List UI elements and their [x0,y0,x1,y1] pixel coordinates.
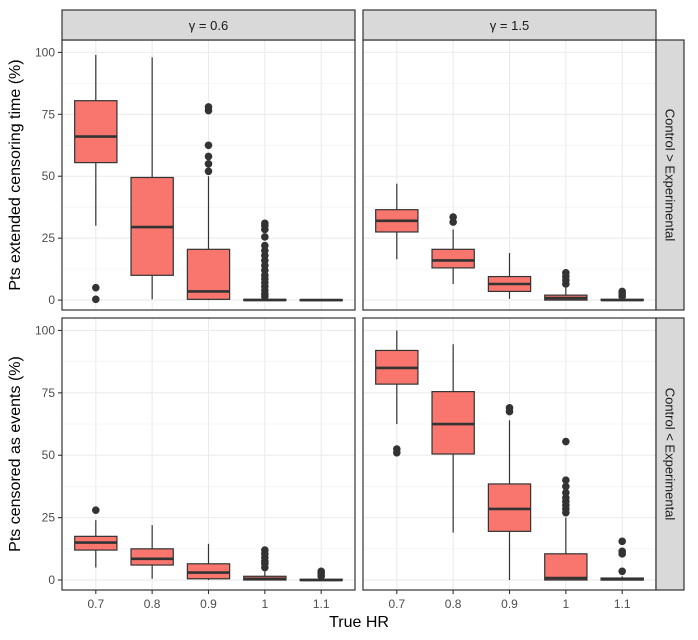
x-tick-label: 0.7 [87,597,104,611]
box-1 [544,437,588,581]
x-tick-label: 1 [563,597,570,611]
strip-label: Control > Experimental [663,109,678,242]
outlier-point [204,141,213,150]
box-1.1 [299,567,343,582]
outlier-point [393,445,401,453]
y-tick-label: 25 [42,511,56,525]
y-tick-label: 25 [42,231,56,245]
y-tick-label: 75 [42,386,56,400]
outlier-point [562,476,570,485]
strip-label: γ = 1.5 [490,18,529,33]
outlier-point [562,482,570,491]
boxes-panel-2 [74,506,343,582]
y-axis-title: Pts censored as events (%) [7,356,24,552]
x-tick-label: 0.9 [200,597,217,611]
strip-background [362,9,657,41]
box-0.8 [130,57,174,300]
x-axis-col-1: 0.7 0.8 0.9 1 1.1 [388,590,631,611]
x-tick-label: 1.1 [614,597,631,611]
box-0.9 [487,253,532,299]
outlier-point [261,219,269,228]
outlier-point [261,241,269,250]
outlier-point [562,437,570,446]
strip-background [655,317,685,591]
box-1 [243,219,287,302]
outlier-point [204,152,213,161]
boxes-panel-3 [375,330,644,581]
outlier-point [204,160,213,168]
outlier-point [618,547,626,556]
y-axis-title: Pts extended censoring time (%) [7,59,24,290]
outlier-point [92,506,100,514]
outlier-point [92,295,100,304]
outlier-point [317,567,325,576]
box-0.8 [130,525,174,579]
box-iqr [74,100,118,164]
box-0.8 [431,213,475,284]
x-axis-title: True HR [329,614,389,631]
boxes-panel-0 [74,54,343,304]
outlier-point [618,287,626,296]
box-0.9 [487,404,532,581]
x-tick-label: 0.7 [388,597,405,611]
x-tick-label: 1.1 [313,597,330,611]
row-strip-0: Control > Experimental [655,39,685,311]
strip-label: γ = 0.6 [189,18,228,33]
y-tick-label: 50 [42,169,56,183]
outlier-point [204,103,213,111]
column-strip-0: γ = 0.6 [61,9,356,41]
x-tick-label: 1 [262,597,269,611]
outlier-point [505,404,514,412]
outlier-point [92,283,100,292]
outlier-point [261,546,269,554]
y-tick-label: 75 [42,107,56,121]
box-0.8 [431,344,475,533]
strip-label: Control < Experimental [663,388,678,521]
row-strip-1: Control < Experimental [655,317,685,591]
outlier-point [618,537,626,546]
x-tick-label: 0.8 [144,597,161,611]
box-0.7 [375,330,419,457]
box-0.9 [186,103,231,301]
outlier-point [562,269,570,277]
outlier-point [449,213,457,221]
y-tick-label: 0 [48,573,55,587]
y-tick-label: 0 [48,293,55,307]
outlier-point [204,167,213,176]
y-axis-row-1: 0 25 50 75 100 Pts censored as events (%) [7,323,62,587]
y-tick-label: 100 [35,45,55,59]
outlier-point [562,488,570,497]
box-0.9 [186,543,231,581]
box-iqr [544,553,588,581]
x-axis-col-0: 0.7 0.8 0.9 1 1.1 [87,590,330,611]
y-tick-label: 100 [35,323,55,337]
strip-background [655,39,685,311]
box-iqr [130,548,174,566]
y-axis-row-0: 0 25 50 75 100 Pts extended censoring time (%… [7,45,62,307]
x-tick-label: 0.9 [501,597,518,611]
x-tick-label: 0.8 [445,597,462,611]
box-0.7 [74,506,118,568]
strip-background [61,9,356,41]
box-1.1 [299,298,343,302]
column-strip-1: γ = 1.5 [362,9,657,41]
box-1.1 [600,287,644,302]
y-tick-label: 50 [42,448,56,462]
box-0.7 [375,183,419,260]
box-1.1 [600,537,644,581]
boxes-panel-1 [375,183,644,302]
box-0.7 [74,54,118,304]
box-1 [243,546,287,581]
outlier-point [618,567,626,576]
box-iqr [431,248,475,269]
box-1 [544,269,588,301]
outlier-point [261,233,269,241]
